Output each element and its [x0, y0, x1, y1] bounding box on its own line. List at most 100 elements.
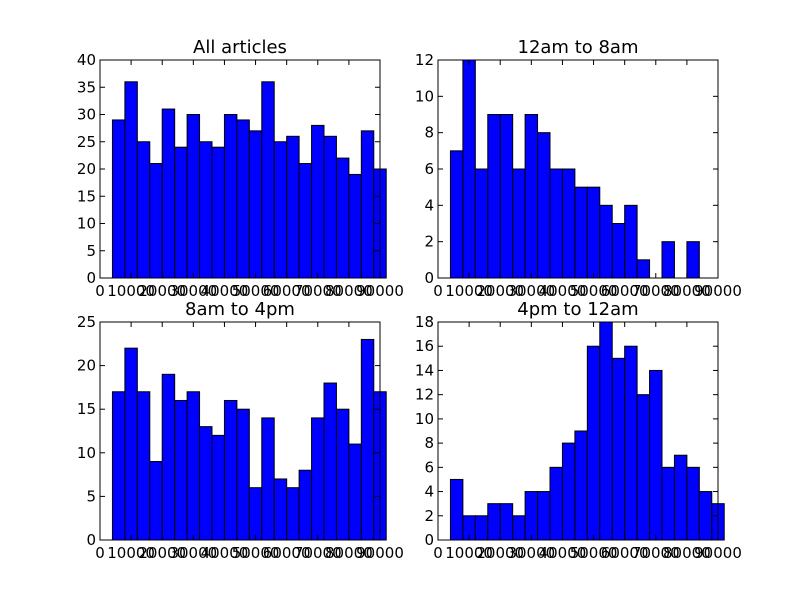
histogram-bar: [298, 163, 313, 279]
histogram-bar: [636, 394, 651, 541]
y-tick-label: 12: [415, 51, 434, 69]
histogram-bar: [174, 146, 188, 279]
y-tick-label: 16: [415, 337, 434, 355]
x-tick-label: 30000: [169, 282, 217, 300]
y-tick-label: 20: [77, 357, 96, 375]
x-tick-label: 60000: [263, 282, 311, 300]
x-tick-label: 40000: [539, 544, 587, 562]
x-tick-label: 50000: [570, 282, 618, 300]
x-tick-label: 50000: [232, 282, 280, 300]
x-tick-label: 70000: [632, 544, 680, 562]
histogram-bar: [512, 515, 526, 541]
histogram-bar: [111, 391, 126, 541]
histogram-bar: [537, 491, 551, 541]
chart-title: All articles: [193, 37, 287, 58]
histogram-bar: [136, 391, 151, 541]
histogram-bar: [199, 426, 213, 541]
histogram-bar: [449, 150, 464, 279]
y-tick-label: 2: [424, 233, 434, 251]
histogram-bar: [211, 146, 225, 279]
histogram-bar: [474, 168, 489, 279]
x-tick-label: 40000: [539, 282, 587, 300]
histogram-bar: [111, 119, 126, 279]
x-tick-label: 70000: [294, 282, 342, 300]
histogram-bar: [223, 114, 238, 279]
x-tick-label: 40000: [201, 544, 249, 562]
histogram-bar: [549, 168, 563, 279]
y-tick-label: 25: [77, 313, 96, 331]
y-tick-label: 40: [77, 51, 96, 69]
y-tick-label: 10: [415, 410, 434, 428]
x-tick-label: 60000: [601, 544, 649, 562]
chart-title: 4pm to 12am: [517, 299, 638, 320]
histogram-bar: [649, 369, 663, 541]
histogram-bar: [149, 163, 163, 279]
histogram-bar: [149, 461, 163, 541]
histogram-bar: [335, 157, 350, 279]
chart-title: 8am to 4pm: [185, 299, 295, 320]
histogram-bar: [360, 130, 375, 279]
histogram-bar: [449, 478, 464, 541]
x-tick-label: 60000: [601, 282, 649, 300]
histogram-bar: [499, 503, 514, 541]
x-tick-label: 30000: [169, 544, 217, 562]
y-tick-label: 20: [77, 160, 96, 178]
histogram-bar: [561, 168, 576, 279]
histogram-bar: [537, 132, 551, 279]
y-tick-label: 15: [77, 187, 96, 205]
histogram-bar: [311, 124, 325, 279]
histogram-panel-1: 0 100002000030000400005000060000700008000…: [77, 37, 404, 300]
x-tick-label: 90000: [356, 282, 404, 300]
x-tick-label: 50000: [232, 544, 280, 562]
histogram-bar: [474, 515, 489, 541]
histogram-panel-3: 0 100002000030000400005000060000700008000…: [77, 299, 404, 562]
histogram-bar: [286, 487, 300, 541]
y-tick-label: 30: [77, 106, 96, 124]
histogram-bar: [286, 135, 300, 279]
y-tick-label: 25: [77, 133, 96, 151]
y-tick-label: 8: [424, 434, 434, 452]
histogram-bar: [124, 347, 138, 541]
y-tick-label: 4: [424, 196, 434, 214]
x-tick-label: 20000: [476, 282, 524, 300]
y-tick-label: 8: [424, 124, 434, 142]
y-tick-label: 0: [86, 531, 96, 549]
histogram-bar: [248, 130, 263, 279]
histogram-bar: [611, 223, 626, 279]
histogram-bar: [499, 114, 514, 279]
histogram-bar: [273, 141, 288, 279]
histogram-bar: [273, 478, 288, 541]
x-tick-label: 0: [433, 544, 443, 562]
y-tick-label: 0: [424, 531, 434, 549]
histogram-bar: [586, 186, 601, 279]
histogram-bar: [136, 141, 151, 279]
histogram-bar: [348, 443, 362, 541]
histogram-bar: [161, 373, 176, 541]
x-tick-label: 70000: [632, 282, 680, 300]
histogram-bar: [686, 241, 700, 279]
histogram-bar: [186, 391, 201, 541]
histogram-bar: [636, 259, 651, 279]
histogram-bar: [624, 204, 638, 279]
y-tick-label: 14: [415, 361, 434, 379]
histogram-panel-2: 0 100002000030000400005000060000700008000…: [415, 37, 742, 300]
histogram-bar: [211, 434, 225, 541]
histogram-bar: [124, 81, 138, 279]
histogram-bar: [462, 59, 476, 279]
axes-frame: [437, 321, 719, 541]
histogram-bar: [248, 487, 263, 541]
histogram-bar: [360, 338, 375, 541]
histogram-bar: [487, 114, 501, 279]
x-tick-label: 80000: [663, 282, 711, 300]
histogram-bar: [298, 469, 313, 541]
x-tick-label: 80000: [325, 544, 373, 562]
histogram-bar: [348, 173, 362, 279]
histogram-panel-4: 0 100002000030000400005000060000700008000…: [415, 299, 742, 562]
y-tick-label: 5: [86, 487, 96, 505]
x-tick-label: 90000: [694, 282, 742, 300]
histogram-bar: [661, 241, 675, 279]
histogram-bar: [487, 503, 501, 541]
y-tick-label: 18: [415, 313, 434, 331]
x-tick-label: 10000: [107, 544, 155, 562]
